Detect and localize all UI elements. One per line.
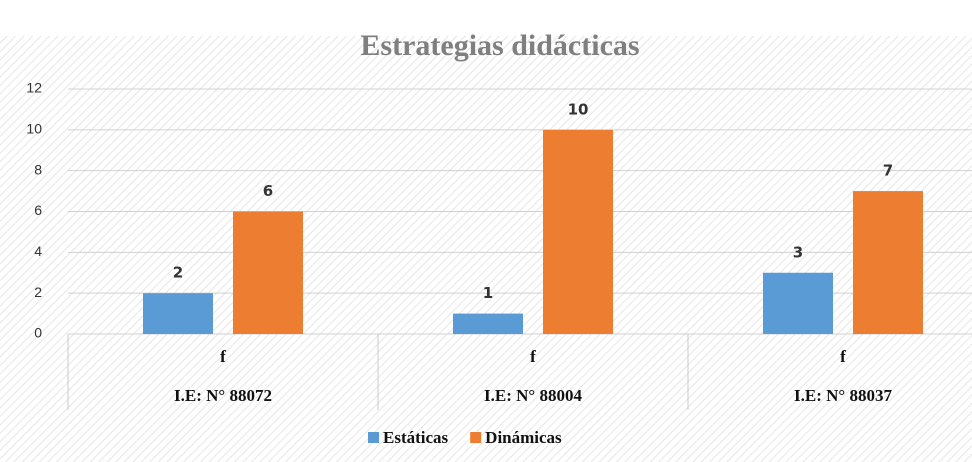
y-tick-label: 4 [34, 243, 42, 259]
bar [543, 129, 613, 334]
data-label: 7 [883, 162, 893, 180]
bar [763, 272, 833, 334]
legend-swatch [368, 432, 379, 443]
legend-swatch [470, 432, 482, 443]
x-tick-label: f [220, 347, 226, 366]
y-tick-label: 2 [34, 284, 42, 300]
group-label: I.E: N° 88037 [794, 386, 892, 405]
data-label: 3 [793, 243, 803, 261]
x-tick-label: f [840, 347, 846, 366]
bar [233, 211, 303, 334]
group-label: I.E: N° 88072 [174, 386, 272, 405]
x-tick-label: f [530, 347, 536, 366]
y-tick-label: 12 [26, 80, 42, 96]
y-tick-label: 8 [34, 161, 42, 177]
y-tick-label: 6 [34, 202, 42, 218]
chart-title: Estrategias didácticas [360, 29, 639, 62]
data-label: 1 [483, 284, 493, 302]
y-tick-label: 0 [34, 325, 42, 341]
bar [853, 191, 923, 334]
bar [453, 313, 523, 334]
data-label: 6 [263, 182, 273, 200]
bar [143, 293, 213, 334]
legend-label: Dinámicas [485, 428, 562, 447]
chart-background [0, 36, 972, 462]
data-label: 10 [568, 100, 589, 118]
data-label: 2 [173, 264, 183, 282]
legend-label: Estáticas [383, 428, 449, 447]
group-label: I.E: N° 88004 [484, 386, 582, 405]
y-tick-label: 10 [26, 121, 42, 137]
